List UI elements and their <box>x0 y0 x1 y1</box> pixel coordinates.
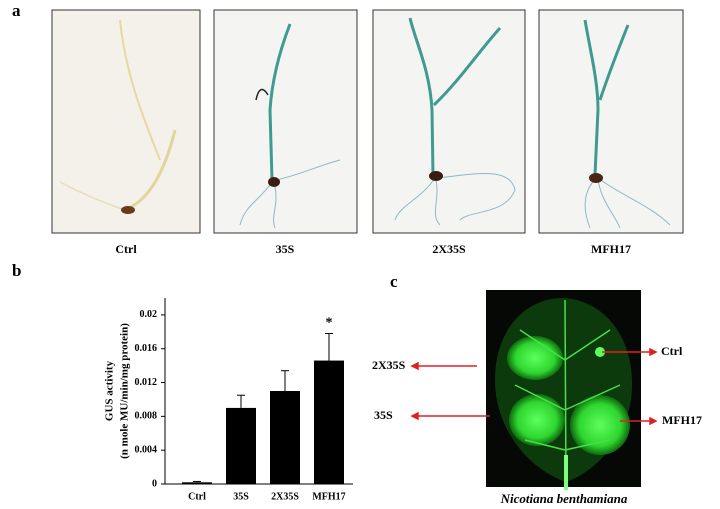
photo-label: Ctrl <box>115 242 137 256</box>
y-tick-label: 0.012 <box>135 377 158 388</box>
y-tick-label: 0.016 <box>135 343 158 354</box>
x-tick-label: 35S <box>233 491 249 502</box>
photo <box>372 9 526 234</box>
leaf-label: 35S <box>374 408 393 422</box>
x-tick-label: 2X35S <box>271 491 299 502</box>
bar <box>270 391 300 484</box>
leaf-label: Ctrl <box>661 344 683 358</box>
bar <box>314 360 344 484</box>
y-tick-label: 0 <box>152 478 157 489</box>
panel-label: c <box>390 272 398 291</box>
photo-label: MFH17 <box>591 242 631 256</box>
photo <box>538 9 684 234</box>
y-axis-label: (n mole MU/min/mg protein) <box>119 323 131 459</box>
y-axis-label: GUS activity <box>104 360 116 421</box>
leaf-label: 2X35S <box>372 358 406 372</box>
arrow <box>410 347 658 426</box>
x-tick-label: MFH17 <box>312 491 345 502</box>
panel-label: a <box>12 1 21 20</box>
y-tick-label: 0.004 <box>135 444 158 455</box>
photo-label: 2X35S <box>432 242 466 256</box>
x-tick-label: Ctrl <box>188 491 206 502</box>
leaf-label: MFH17 <box>662 413 702 427</box>
bar <box>182 482 212 484</box>
bar <box>226 407 256 484</box>
photo <box>213 9 358 234</box>
y-tick-label: 0.008 <box>135 411 158 422</box>
photo <box>51 9 201 234</box>
caption: Nicotiana benthamiana <box>500 491 628 506</box>
y-tick-label: 0.02 <box>140 309 158 320</box>
photo-label: 35S <box>276 242 295 256</box>
panel-label: b <box>12 261 21 280</box>
leaf-photo <box>486 290 641 491</box>
significance-mark: * <box>326 316 333 331</box>
